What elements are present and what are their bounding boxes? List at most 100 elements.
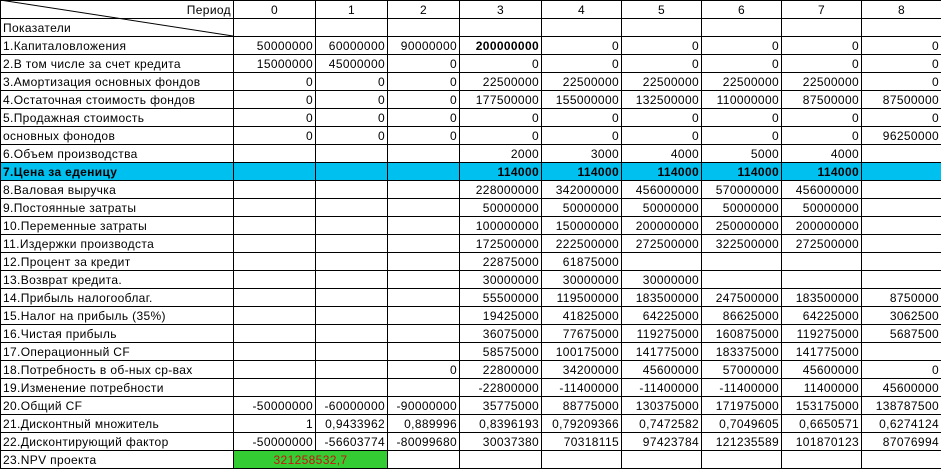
value-cell[interactable] [233, 342, 316, 361]
value-cell[interactable] [387, 324, 460, 343]
value-cell[interactable]: 153175000 [781, 396, 862, 415]
value-cell[interactable]: -80099680 [387, 432, 460, 451]
value-cell[interactable]: 138787500 [861, 396, 941, 415]
value-cell[interactable]: 0 [621, 36, 702, 55]
npv-value-cell[interactable]: 321258532,7 [233, 450, 388, 469]
value-cell[interactable] [233, 378, 316, 397]
value-cell[interactable]: 0,9433962 [315, 414, 388, 433]
value-cell[interactable]: 22500000 [541, 72, 622, 91]
value-cell[interactable]: 5000 [701, 144, 782, 163]
value-cell[interactable]: 171975000 [701, 396, 782, 415]
value-cell[interactable]: -50000000 [233, 396, 316, 415]
value-cell[interactable]: 0 [459, 126, 542, 145]
value-cell[interactable]: 119275000 [621, 324, 702, 343]
value-cell[interactable]: 0,6274124 [861, 414, 941, 433]
value-cell[interactable] [387, 144, 460, 163]
value-cell[interactable]: 0 [233, 72, 316, 91]
value-cell[interactable] [315, 270, 388, 289]
value-cell[interactable]: 456000000 [621, 180, 702, 199]
empty-cell[interactable] [781, 450, 862, 469]
value-cell[interactable]: -50000000 [233, 432, 316, 451]
value-cell[interactable] [315, 288, 388, 307]
value-cell[interactable]: 2000 [459, 144, 542, 163]
value-cell[interactable]: 132500000 [621, 90, 702, 109]
value-cell[interactable] [861, 198, 941, 217]
value-cell[interactable] [387, 342, 460, 361]
value-cell[interactable]: 45600000 [781, 360, 862, 379]
value-cell[interactable]: 0 [861, 360, 941, 379]
period-header-4[interactable]: 4 [541, 0, 622, 19]
value-cell[interactable]: 0 [387, 54, 460, 73]
row-label[interactable]: 11.Издержки производста [0, 234, 234, 253]
row-label[interactable]: 4.Остаточная стоимость фондов [0, 90, 234, 109]
value-cell[interactable]: 0 [541, 54, 622, 73]
value-cell[interactable] [315, 252, 388, 271]
value-cell[interactable] [315, 198, 388, 217]
value-cell[interactable]: -60000000 [315, 396, 388, 415]
value-cell[interactable]: 250000000 [701, 216, 782, 235]
value-cell[interactable] [315, 144, 388, 163]
value-cell[interactable]: 0,7049605 [701, 414, 782, 433]
row-label[interactable]: 7.Цена за еденицу [0, 162, 234, 181]
value-cell[interactable] [861, 162, 941, 181]
value-cell[interactable]: 141775000 [621, 342, 702, 361]
value-cell[interactable]: 342000000 [541, 180, 622, 199]
value-cell[interactable] [387, 306, 460, 325]
row-label[interactable]: 18.Потребность в об-ных ср-вах [0, 360, 234, 379]
value-cell[interactable]: 0 [861, 108, 941, 127]
npv-label[interactable]: 23.NPV проекта [0, 450, 234, 469]
value-cell[interactable]: 22500000 [781, 72, 862, 91]
value-cell[interactable]: 570000000 [701, 180, 782, 199]
empty-cell[interactable] [387, 18, 460, 37]
period-header-5[interactable]: 5 [621, 0, 702, 19]
value-cell[interactable] [233, 324, 316, 343]
value-cell[interactable]: 0 [233, 90, 316, 109]
value-cell[interactable]: 0 [315, 126, 388, 145]
value-cell[interactable] [861, 252, 941, 271]
value-cell[interactable]: 114000 [621, 162, 702, 181]
row-label[interactable]: 2.В том числе за счет кредита [0, 54, 234, 73]
value-cell[interactable]: 456000000 [781, 180, 862, 199]
value-cell[interactable]: 100000000 [459, 216, 542, 235]
value-cell[interactable]: 0,8396193 [459, 414, 542, 433]
value-cell[interactable]: 0 [781, 54, 862, 73]
value-cell[interactable]: 4000 [621, 144, 702, 163]
value-cell[interactable]: 121235589 [701, 432, 782, 451]
value-cell[interactable]: 0 [233, 126, 316, 145]
value-cell[interactable]: 70318115 [541, 432, 622, 451]
value-cell[interactable]: 0 [387, 360, 460, 379]
row-label[interactable]: 17.Операционный CF [0, 342, 234, 361]
empty-cell[interactable] [621, 450, 702, 469]
value-cell[interactable] [387, 270, 460, 289]
value-cell[interactable]: 0 [541, 108, 622, 127]
value-cell[interactable]: 0 [621, 108, 702, 127]
value-cell[interactable] [387, 288, 460, 307]
value-cell[interactable] [233, 252, 316, 271]
value-cell[interactable] [233, 234, 316, 253]
value-cell[interactable]: 22800000 [459, 360, 542, 379]
value-cell[interactable]: 0 [621, 54, 702, 73]
value-cell[interactable]: 150000000 [541, 216, 622, 235]
row-label[interactable]: 13.Возврат кредита. [0, 270, 234, 289]
value-cell[interactable]: 58575000 [459, 342, 542, 361]
value-cell[interactable]: 87500000 [861, 90, 941, 109]
value-cell[interactable]: 155000000 [541, 90, 622, 109]
value-cell[interactable]: 87076994 [861, 432, 941, 451]
value-cell[interactable]: 0 [861, 54, 941, 73]
value-cell[interactable]: 0 [701, 108, 782, 127]
value-cell[interactable] [233, 288, 316, 307]
indicators-label[interactable]: Показатели [0, 18, 234, 37]
value-cell[interactable]: 322500000 [701, 234, 782, 253]
value-cell[interactable]: 0,7472582 [621, 414, 702, 433]
value-cell[interactable]: 50000000 [233, 36, 316, 55]
value-cell[interactable]: 45600000 [621, 360, 702, 379]
value-cell[interactable] [233, 360, 316, 379]
value-cell[interactable] [621, 252, 702, 271]
empty-cell[interactable] [861, 18, 941, 37]
value-cell[interactable] [233, 162, 316, 181]
value-cell[interactable]: 0 [459, 54, 542, 73]
value-cell[interactable] [701, 270, 782, 289]
row-label[interactable]: 22.Дисконтирующий фактор [0, 432, 234, 451]
value-cell[interactable]: 61875000 [541, 252, 622, 271]
row-label[interactable]: 14.Прибыль налогооблаг. [0, 288, 234, 307]
